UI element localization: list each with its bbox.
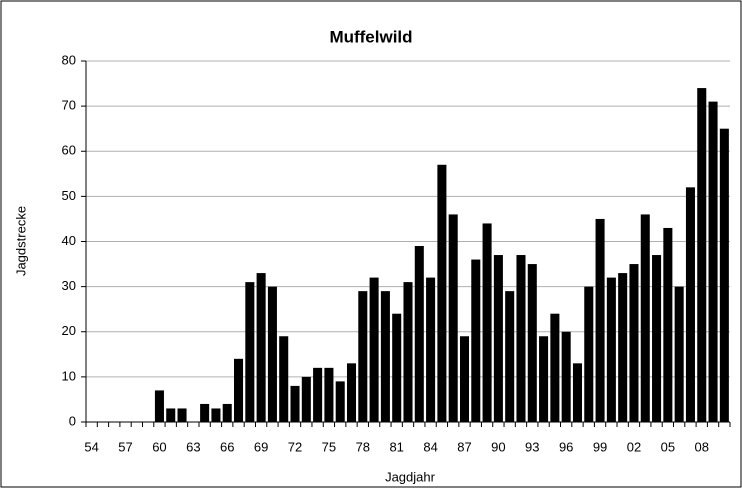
bar (177, 408, 187, 422)
bar (313, 367, 323, 422)
bar (403, 282, 413, 422)
chart-title: Muffelwild (329, 27, 412, 46)
bar (358, 291, 368, 422)
bar (234, 358, 244, 422)
bar (539, 336, 549, 422)
bar (301, 376, 311, 422)
bar (652, 255, 662, 422)
bar (618, 273, 628, 422)
bar (550, 313, 560, 422)
x-tick-label: 02 (627, 439, 641, 454)
x-tick-label: 57 (118, 439, 132, 454)
bar (697, 88, 707, 422)
bar (437, 164, 447, 422)
y-tick-label: 40 (62, 233, 76, 248)
y-tick-label: 80 (62, 52, 76, 67)
y-tick-label: 0 (69, 413, 76, 428)
x-tick-label: 69 (254, 439, 268, 454)
x-tick-label: 08 (695, 439, 709, 454)
y-tick-label: 50 (62, 188, 76, 203)
bar (335, 381, 345, 422)
bar (279, 336, 289, 422)
x-axis-label: Jagdjahr (385, 469, 436, 484)
x-tick-label: 60 (152, 439, 166, 454)
y-tick-label: 70 (62, 98, 76, 113)
x-tick-label: 84 (423, 439, 437, 454)
bar (493, 255, 503, 422)
y-tick-label: 10 (62, 368, 76, 383)
x-tick-label: 63 (186, 439, 200, 454)
bar (256, 273, 266, 422)
x-tick-label: 90 (491, 439, 505, 454)
bar (685, 187, 695, 422)
bar (166, 408, 176, 422)
bar (505, 291, 515, 422)
bar (324, 367, 334, 422)
bar (663, 227, 673, 422)
y-tick-label: 20 (62, 323, 76, 338)
x-tick-label: 66 (220, 439, 234, 454)
bar (448, 214, 458, 422)
x-tick-label: 72 (288, 439, 302, 454)
bar (527, 264, 537, 422)
x-tick-label: 87 (457, 439, 471, 454)
x-tick-label: 99 (593, 439, 607, 454)
bar (369, 277, 379, 422)
bar (572, 363, 582, 422)
bar (719, 128, 729, 422)
bar (392, 313, 402, 422)
bar (482, 223, 492, 422)
y-axis-label: Jagdstrecke (13, 206, 28, 276)
bar (380, 291, 390, 422)
x-tick-label: 96 (559, 439, 573, 454)
bar (584, 286, 594, 422)
bar (471, 259, 481, 422)
bar (267, 286, 277, 422)
x-tick-label: 93 (525, 439, 539, 454)
bar (426, 277, 436, 422)
x-tick-label: 81 (389, 439, 403, 454)
bar (346, 363, 357, 422)
bar (222, 403, 232, 422)
y-tick-label: 60 (62, 143, 76, 158)
bar (561, 331, 571, 422)
bar (674, 286, 684, 422)
bar (606, 277, 616, 422)
bar (211, 408, 221, 422)
bar (708, 101, 718, 423)
bar (154, 390, 164, 422)
bar (516, 255, 526, 422)
x-tick-label: 75 (322, 439, 336, 454)
x-tick-label: 05 (661, 439, 675, 454)
bar (245, 282, 255, 422)
x-tick-label: 54 (84, 439, 98, 454)
y-tick-label: 30 (62, 278, 76, 293)
bar (290, 385, 300, 422)
bar (414, 246, 424, 422)
bar (640, 214, 650, 422)
bar (200, 403, 210, 422)
bar (629, 264, 639, 422)
bar (595, 218, 605, 422)
x-tick-label: 78 (356, 439, 370, 454)
bar (459, 336, 470, 422)
